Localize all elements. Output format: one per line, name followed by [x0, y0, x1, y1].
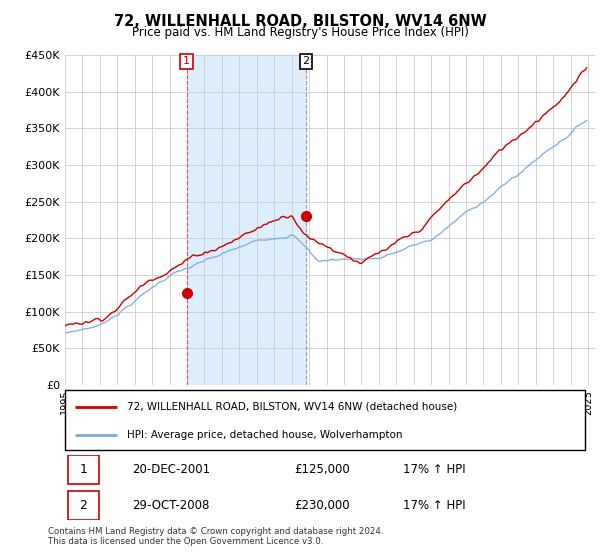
Text: 72, WILLENHALL ROAD, BILSTON, WV14 6NW: 72, WILLENHALL ROAD, BILSTON, WV14 6NW — [113, 14, 487, 29]
FancyBboxPatch shape — [65, 390, 585, 450]
Text: 17% ↑ HPI: 17% ↑ HPI — [403, 499, 466, 512]
Text: 1: 1 — [183, 57, 190, 67]
Text: 72, WILLENHALL ROAD, BILSTON, WV14 6NW (detached house): 72, WILLENHALL ROAD, BILSTON, WV14 6NW (… — [127, 402, 458, 412]
Text: 17% ↑ HPI: 17% ↑ HPI — [403, 463, 466, 476]
Text: £125,000: £125,000 — [294, 463, 350, 476]
Text: HPI: Average price, detached house, Wolverhampton: HPI: Average price, detached house, Wolv… — [127, 430, 403, 440]
FancyBboxPatch shape — [68, 455, 99, 484]
Text: £230,000: £230,000 — [294, 499, 349, 512]
Text: 1: 1 — [79, 463, 87, 476]
Text: Contains HM Land Registry data © Crown copyright and database right 2024.
This d: Contains HM Land Registry data © Crown c… — [48, 526, 383, 546]
Text: 20-DEC-2001: 20-DEC-2001 — [133, 463, 211, 476]
Text: 2: 2 — [79, 499, 87, 512]
Bar — [187, 55, 306, 385]
Text: Price paid vs. HM Land Registry's House Price Index (HPI): Price paid vs. HM Land Registry's House … — [131, 26, 469, 39]
Text: 2: 2 — [302, 57, 310, 67]
Text: 29-OCT-2008: 29-OCT-2008 — [133, 499, 210, 512]
FancyBboxPatch shape — [68, 492, 99, 520]
